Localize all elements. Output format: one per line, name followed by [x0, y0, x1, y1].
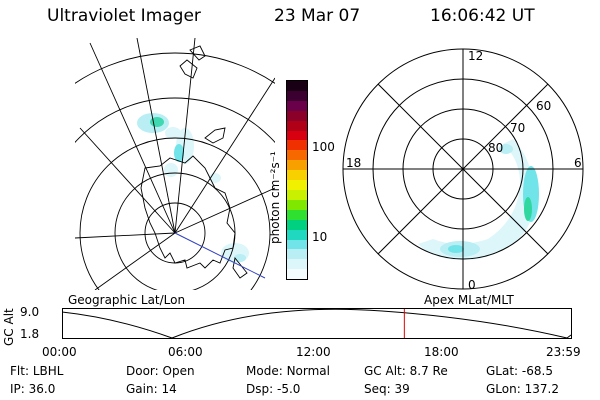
instrument-title: Ultraviolet Imager [47, 6, 201, 26]
time-tick-0600: 06:00 [168, 345, 203, 359]
colorbar-segment [287, 90, 307, 101]
colorbar-segment [287, 199, 307, 210]
colorbar-segment [287, 249, 307, 260]
glon-info: GLon: 137.2 [486, 382, 559, 396]
colorbar-segment [287, 130, 307, 141]
colorbar-segment [287, 189, 307, 200]
altitude-tick-bottom: 1.8 [20, 327, 40, 341]
time-tick-2359: 23:59 [546, 345, 581, 359]
mlt-label-0: 0 [468, 278, 476, 292]
time-tick-1800: 18:00 [424, 345, 459, 359]
colorbar-segment [287, 150, 307, 161]
geographic-map [75, 38, 275, 290]
colorbar-segment [287, 170, 307, 181]
altitude-curve [62, 308, 572, 339]
mode-info: Mode: Normal [246, 364, 330, 378]
time-tick-0000: 00:00 [42, 345, 77, 359]
seq-info: Seq: 39 [364, 382, 410, 396]
color-scale-bar [286, 80, 308, 280]
colorbar-segment [287, 120, 307, 131]
colorbar-tick-10: 10 [312, 230, 328, 244]
colorbar-segment [287, 140, 307, 151]
colorbar-segment [287, 259, 307, 270]
colorbar-segment [287, 219, 307, 230]
polar-aurora-oval [418, 139, 539, 260]
gain-info: Gain: 14 [126, 382, 177, 396]
header-time: 16:06:42 UT [430, 6, 535, 26]
aurora-emission [137, 113, 249, 263]
colorbar-segment [287, 229, 307, 240]
ip-info: IP: 36.0 [10, 382, 56, 396]
geographic-caption: Geographic Lat/Lon [68, 293, 186, 307]
header-date: 23 Mar 07 [274, 6, 361, 26]
colorbar-segment [287, 160, 307, 171]
colorbar-segment [287, 110, 307, 121]
dsp-info: Dsp: -5.0 [246, 382, 301, 396]
mlt-label-6: 6 [574, 156, 582, 170]
colorbar-segment [287, 100, 307, 111]
mlt-label-12: 12 [468, 49, 483, 63]
colorbar-segment [287, 239, 307, 250]
gc-alt-info: GC Alt: 8.7 Re [364, 364, 448, 378]
mlat-label-80: 80 [488, 141, 503, 155]
glat-info: GLat: -68.5 [486, 364, 553, 378]
altitude-plot [62, 308, 572, 339]
altitude-axis-label: GC Alt [2, 308, 16, 346]
mlat-label-70: 70 [510, 121, 525, 135]
time-tick-1200: 12:00 [296, 345, 331, 359]
filter-info: Flt: LBHL [10, 364, 64, 378]
altitude-tick-top: 9.0 [20, 305, 40, 319]
colorbar-segment [287, 209, 307, 220]
apex-caption: Apex MLat/MLT [424, 293, 514, 307]
mlt-label-18: 18 [346, 156, 361, 170]
colorbar-segment [287, 81, 307, 91]
colorbar-tick-100: 100 [312, 140, 335, 154]
colorbar-unit-label: photon cm⁻²s⁻¹ [268, 151, 282, 244]
mlat-label-60: 60 [536, 99, 551, 113]
colorbar-segment [287, 180, 307, 190]
colorbar-segment [287, 269, 307, 279]
door-info: Door: Open [126, 364, 195, 378]
polar-mlt-plot: 12 0 18 6 60 70 80 [342, 48, 584, 292]
